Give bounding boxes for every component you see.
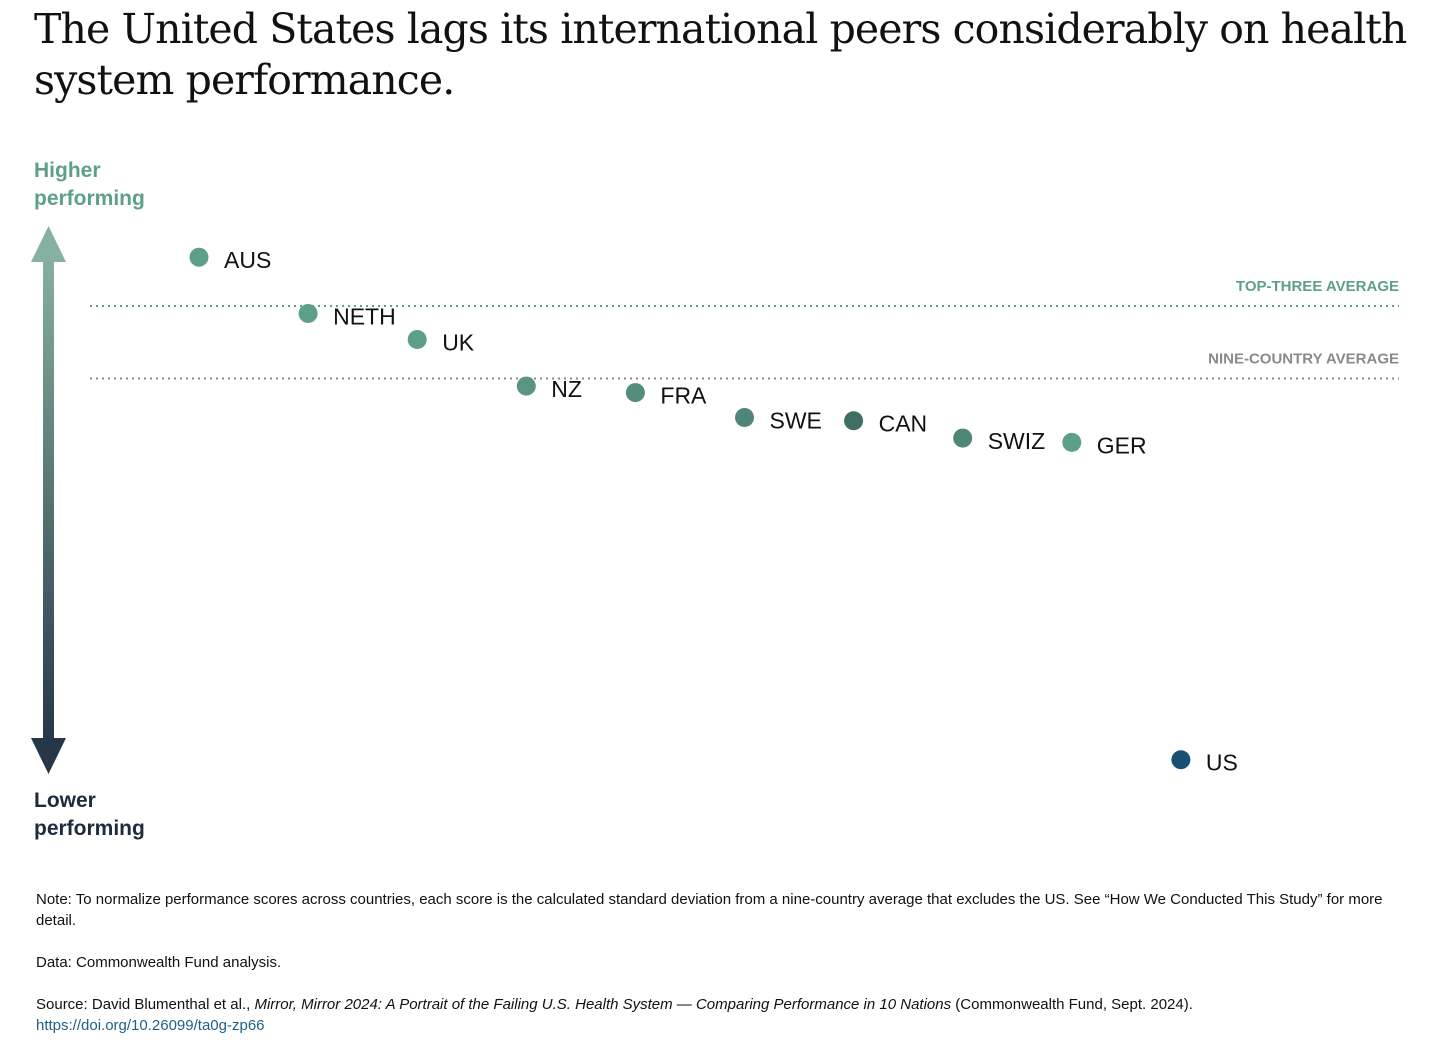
data-credit: Data: Commonwealth Fund analysis. [36,954,282,971]
source-suffix: (Commonwealth Fund, Sept. 2024). [951,996,1193,1013]
point-label-can: CAN [879,411,928,437]
point-label-us: US [1206,750,1238,776]
point-label-fra: FRA [660,383,707,409]
point-neth [298,304,318,324]
point-fra [625,383,645,403]
point-label-aus: AUS [224,247,271,273]
source-prefix: Source: David Blumenthal et al., [36,996,255,1013]
y-bottom-label: Lower performing [34,789,145,840]
point-label-ger: GER [1097,432,1147,458]
reference-label-nine-country-average: NINE-COUNTRY AVERAGE [1208,351,1399,368]
source-text: Source: David Blumenthal et al., Mirror,… [36,994,1416,1036]
point-swiz [953,428,973,448]
note-text: Note: To normalize performance scores ac… [36,891,1383,929]
point-can [844,411,864,431]
point-label-swiz: SWIZ [988,428,1045,454]
point-aus [189,247,209,267]
performance-arrow [31,226,66,774]
source-link[interactable]: https://doi.org/10.26099/ta0g-zp66 [36,1017,265,1034]
chart: Higher performing Lower performing TOP-THR… [31,159,1399,840]
point-label-swe: SWE [770,407,822,433]
reference-label-top-three-average: TOP-THREE AVERAGE [1236,278,1399,295]
point-us [1171,750,1191,770]
point-uk [407,330,427,350]
point-label-neth: NETH [333,304,396,330]
footnotes: Note: To normalize performance scores ac… [36,889,1416,1036]
point-ger [1062,432,1082,452]
point-label-uk: UK [442,330,475,356]
source-title: Mirror, Mirror 2024: A Portrait of the F… [254,996,952,1013]
chart-title: The United States lags its international… [34,5,1407,104]
y-top-label: Higher performing [34,159,145,210]
point-swe [735,407,754,427]
point-label-nz: NZ [551,376,582,402]
point-nz [516,376,536,396]
